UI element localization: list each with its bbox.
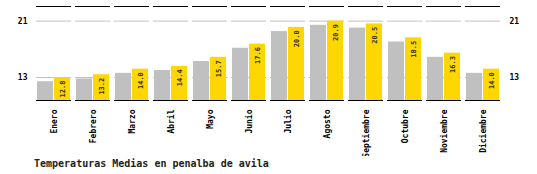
svg-text:13: 13 — [18, 73, 28, 82]
svg-text:14.0: 14.0 — [137, 72, 145, 89]
svg-text:Mayo: Mayo — [206, 109, 215, 128]
svg-text:Agosto: Agosto — [323, 109, 332, 138]
svg-text:Septiembre: Septiembre — [361, 109, 371, 156]
svg-text:Marzo: Marzo — [128, 109, 137, 133]
svg-text:21: 21 — [18, 17, 28, 26]
svg-text:13: 13 — [510, 73, 520, 82]
svg-text:14.4: 14.4 — [176, 69, 184, 86]
svg-text:Octubre: Octubre — [401, 109, 410, 143]
svg-text:Febrero: Febrero — [89, 109, 98, 143]
svg-text:13.2: 13.2 — [98, 78, 106, 95]
svg-text:12.8: 12.8 — [59, 81, 67, 98]
svg-text:Noviembre: Noviembre — [439, 109, 449, 153]
html-text:Temperaturas Medias en penalba: Temperaturas Medias en penalba de avila — [34, 158, 269, 169]
svg-text:21: 21 — [510, 17, 520, 26]
svg-text:Junio: Junio — [244, 109, 254, 133]
svg-text:20.0: 20.0 — [293, 30, 301, 47]
svg-text:20.5: 20.5 — [371, 27, 379, 44]
svg-text:18.5: 18.5 — [410, 41, 418, 58]
svg-text:20.9: 20.9 — [332, 24, 340, 41]
svg-text:Enero: Enero — [50, 109, 59, 133]
svg-text:17.6: 17.6 — [254, 47, 262, 64]
svg-text:Julio: Julio — [283, 109, 293, 133]
svg-text:14.0: 14.0 — [488, 72, 496, 89]
svg-text:Diciembre: Diciembre — [478, 109, 488, 153]
svg-text:15.7: 15.7 — [215, 60, 223, 77]
svg-text:16.3: 16.3 — [449, 56, 457, 73]
svg-text:Abril: Abril — [166, 109, 176, 133]
